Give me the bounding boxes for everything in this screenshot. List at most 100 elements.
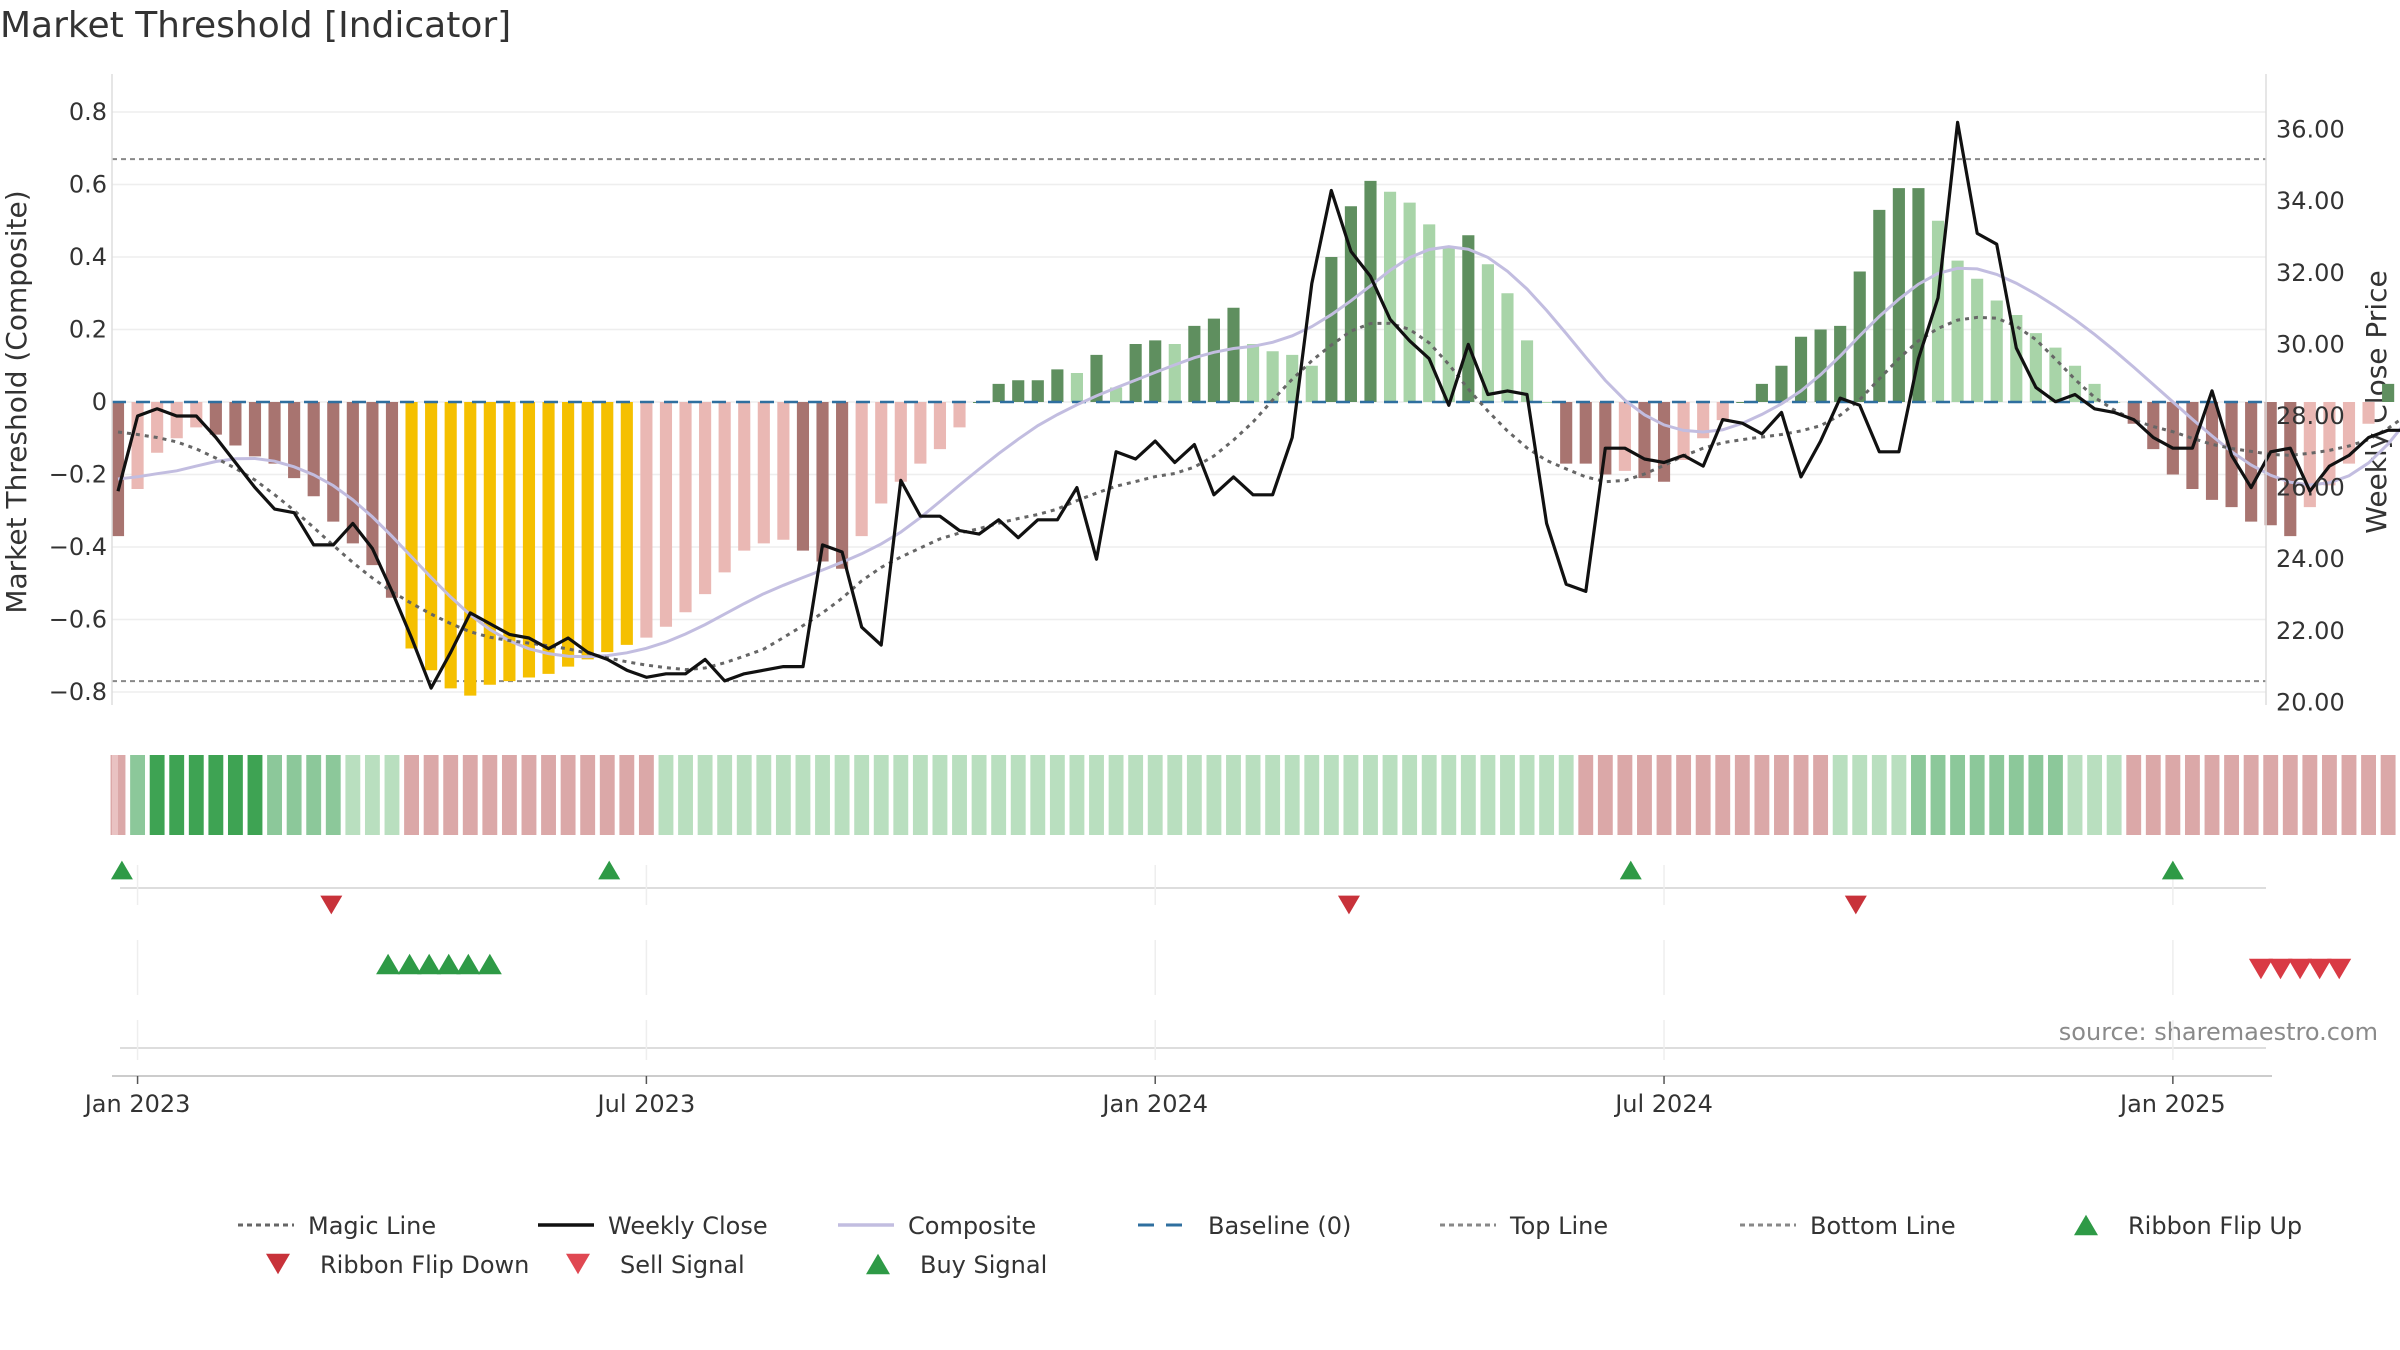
legend-entry: Ribbon Flip Up: [2074, 1212, 2302, 1240]
ribbon-cell: [325, 755, 341, 835]
legend-swatch-marker: [566, 1253, 590, 1275]
composite-bar: [1031, 380, 1044, 402]
source-credit: source: sharemaestro.com: [2059, 1018, 2378, 1046]
legend-entry: Ribbon Flip Down: [266, 1251, 529, 1279]
y-tick-label: 0.8: [69, 98, 107, 126]
ribbon-cell: [443, 755, 459, 835]
composite-bar: [1892, 188, 1905, 402]
ribbon-cell: [1010, 755, 1026, 835]
legend-swatch-marker: [2074, 1214, 2098, 1236]
ribbon-cell: [1480, 755, 1496, 835]
ribbon-cell: [404, 755, 419, 835]
ribbon-cell: [1402, 755, 1418, 835]
ribbon-cell: [227, 755, 243, 835]
composite-bar: [1286, 354, 1299, 402]
composite-bar: [1051, 369, 1064, 402]
composite-bar: [796, 402, 810, 551]
composite-bar: [111, 402, 125, 537]
ribbon-cell: [1695, 755, 1711, 835]
composite-bar: [1755, 383, 1768, 402]
ribbon-cell: [912, 755, 928, 835]
y-tick-label: −0.4: [49, 533, 107, 561]
ribbon-cell: [1891, 755, 1907, 835]
ribbon-cell: [364, 755, 380, 835]
ribbon-cell: [2243, 755, 2259, 835]
composite-bar: [1012, 380, 1025, 402]
ribbon-cell: [1500, 755, 1515, 835]
ribbon-cell: [2048, 755, 2063, 835]
composite-bar: [1403, 202, 1416, 402]
legend-label: Magic Line: [308, 1212, 436, 1240]
legend-entry: Top Line: [1440, 1212, 1608, 1240]
composite-bar: [738, 402, 751, 551]
buy-signal-marker: [456, 953, 481, 975]
magic-line: [117, 315, 2400, 672]
composite-bars: [111, 180, 2395, 696]
ribbon-cell: [1245, 755, 1261, 835]
ribbon-cell: [1852, 755, 1868, 835]
composite-bar: [933, 402, 947, 450]
ribbon-cell: [599, 755, 615, 835]
legend-label: Ribbon Flip Up: [2128, 1212, 2302, 1240]
legend-entry: Sell Signal: [566, 1251, 745, 1279]
ribbon-cell: [1363, 755, 1378, 835]
ribbon-cell: [1558, 755, 1574, 835]
composite-bar: [503, 402, 516, 682]
ribbon-cell: [1519, 755, 1535, 835]
sell-signal-marker: [2288, 958, 2313, 980]
legend-label: Composite: [908, 1212, 1036, 1240]
legend-entry: Bottom Line: [1740, 1212, 1956, 1240]
composite-bar: [1560, 402, 1573, 464]
ribbon-cell: [306, 755, 322, 835]
ribbon-cell: [2184, 755, 2200, 835]
composite-bar: [327, 402, 340, 522]
ribbon-cell: [1441, 755, 1457, 835]
ribbon-cell: [775, 755, 791, 835]
sell-signal-marker: [2307, 958, 2332, 980]
composite-bar: [288, 402, 301, 479]
ribbon-cell: [1911, 755, 1926, 835]
ribbon-cell: [1637, 755, 1652, 835]
composite-bar: [1129, 344, 1142, 402]
legend-swatch: [2074, 1214, 2098, 1236]
composite-bar: [1971, 278, 1984, 402]
ribbon-cell: [1089, 755, 1104, 835]
ribbon-cell: [521, 755, 537, 835]
composite-bar: [2049, 347, 2062, 402]
composite-bar: [1697, 402, 1710, 439]
y2-tick-label: 22.00: [2276, 617, 2345, 645]
composite-bar: [718, 402, 731, 573]
ribbon-cell: [2321, 755, 2337, 835]
ribbon-cell: [2282, 755, 2298, 835]
composite-bar: [562, 402, 575, 667]
ribbon-cell: [1186, 755, 1202, 835]
ribbon-cell: [854, 755, 870, 835]
ribbon-cell: [697, 755, 713, 835]
composite-bar: [366, 402, 379, 566]
ribbon-cell: [1813, 755, 1829, 835]
composite-bar: [581, 402, 594, 660]
composite-bar: [894, 402, 907, 482]
ribbon-cell: [1754, 755, 1770, 835]
ribbon-cell: [1069, 755, 1085, 835]
composite-bar: [659, 402, 673, 627]
composite-bar: [483, 402, 496, 685]
y2-tick-label: 34.00: [2276, 187, 2345, 215]
ribbon-cell: [130, 755, 146, 835]
composite-bar: [1383, 191, 1397, 402]
sell-signal-marker: [2327, 958, 2352, 980]
composite-bar: [953, 402, 966, 428]
ribbon-cell: [2028, 755, 2044, 835]
buy-signal-marker: [477, 953, 502, 975]
x-tick-label: Jan 2025: [2118, 1090, 2226, 1118]
ribbon-cell: [2380, 755, 2396, 835]
composite-bar: [1520, 340, 1534, 402]
y2-tick-label: 30.00: [2276, 330, 2345, 358]
ribbon-cell: [462, 755, 478, 835]
ribbon-cell: [1206, 755, 1222, 835]
composite-bar: [229, 402, 242, 446]
y-tick-label: −0.8: [49, 678, 107, 706]
ribbon-cell: [2341, 755, 2357, 835]
composite-bar: [405, 402, 418, 649]
ribbon-cell: [2008, 755, 2024, 835]
